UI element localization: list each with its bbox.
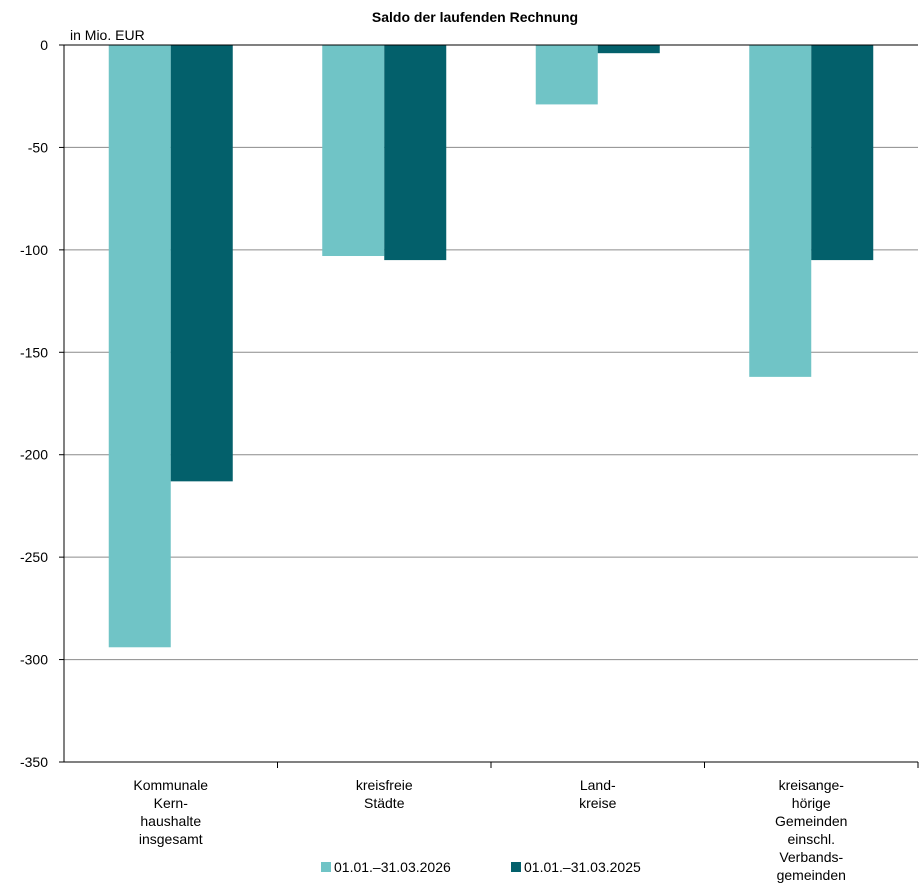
y-tick-label-0: 0 xyxy=(40,37,48,53)
category-label-1-0: kreisfreie xyxy=(356,777,413,793)
bar-s1-c1 xyxy=(384,45,447,261)
legend-swatch-1 xyxy=(511,862,521,872)
y-tick-label-1: -50 xyxy=(28,139,48,155)
bar-s0-c0 xyxy=(108,45,171,648)
y-tick-label-3: -150 xyxy=(20,344,48,360)
category-label-0-2: haushalte xyxy=(140,813,201,829)
y-tick-label-2: -100 xyxy=(20,242,48,258)
bar-s0-c2 xyxy=(535,45,598,105)
bar-s1-c2 xyxy=(597,45,660,54)
y-tick-label-5: -250 xyxy=(20,549,48,565)
y-tick-label-6: -300 xyxy=(20,652,48,668)
category-label-0-3: insgesamt xyxy=(139,831,203,847)
y-tick-labels: 0 -50 -100 -150 -200 -250 -300 -350 xyxy=(20,37,48,770)
category-label-3-3: einschl. xyxy=(788,831,835,847)
category-label-2-0: Land- xyxy=(580,777,616,793)
legend-label-0: 01.01.–31.03.2026 xyxy=(334,859,451,875)
legend-swatch-0 xyxy=(321,862,331,872)
category-label-2-1: kreise xyxy=(579,795,617,811)
y-tick-label-7: -350 xyxy=(20,754,48,770)
category-label-0-1: Kern- xyxy=(154,795,189,811)
x-category-labels: Kommunale Kern-haushalte insgesamt kreisfre… xyxy=(133,777,847,883)
bars xyxy=(108,45,874,648)
bar-s0-c3 xyxy=(749,45,812,377)
bar-s1-c0 xyxy=(170,45,233,482)
category-label-3-0: kreisange- xyxy=(779,777,845,793)
bar-s0-c1 xyxy=(322,45,385,257)
category-label-3-4: Verbands- xyxy=(779,849,843,865)
legend: 01.01.–31.03.2026 01.01.–31.03.2025 xyxy=(321,859,641,875)
legend-label-1: 01.01.–31.03.2025 xyxy=(524,859,641,875)
category-label-0-0: Kommunale xyxy=(133,777,208,793)
category-label-3-5: gemeinden xyxy=(777,867,846,883)
category-label-3-2: Gemeinden xyxy=(775,813,847,829)
unit-label: in Mio. EUR xyxy=(70,27,145,43)
y-tick-label-4: -200 xyxy=(20,447,48,463)
chart-title: Saldo der laufenden Rechnung xyxy=(372,9,578,25)
category-label-3-1: hörige xyxy=(792,795,831,811)
axes xyxy=(59,44,919,768)
category-label-1-1: Städte xyxy=(364,795,405,811)
bar-s1-c3 xyxy=(811,45,874,261)
